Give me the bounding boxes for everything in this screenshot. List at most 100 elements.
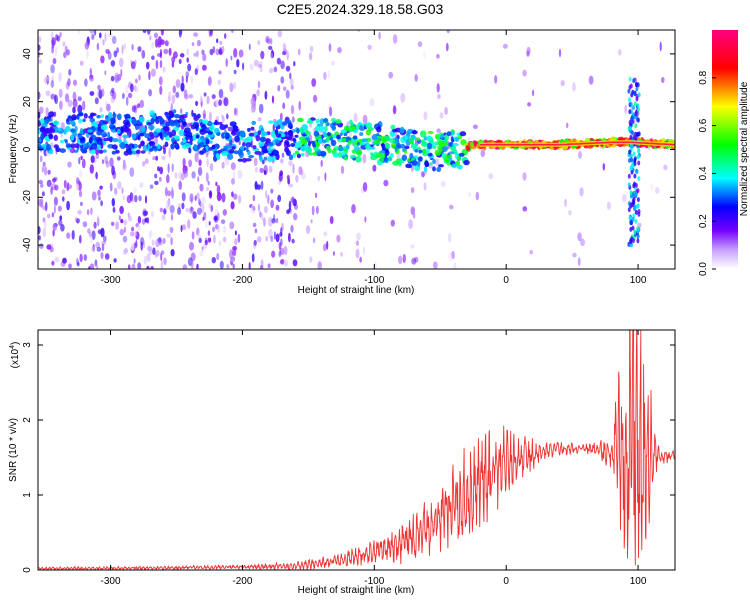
spectrogram-spike-cell: [633, 204, 637, 210]
spectrogram-ridge-cell: [131, 133, 137, 140]
spectrogram-cell: [111, 197, 116, 207]
spectrogram-cell: [288, 183, 294, 188]
spectrogram-ridge-cell: [459, 131, 467, 137]
spectrogram-spike-cell: [632, 105, 635, 111]
spectrogram-spike-cell: [631, 130, 635, 136]
spectrogram-cell: [194, 68, 198, 76]
spectrogram-cell: [258, 60, 263, 68]
spectrogram-cell: [494, 75, 498, 84]
spectrogram-cell: [101, 88, 105, 97]
spectrogram-spike-cell: [629, 134, 633, 140]
spectrogram-cell: [197, 166, 203, 176]
snr-x-tick-label: 100: [630, 576, 647, 587]
spectrogram-cell: [254, 228, 258, 234]
spectrogram-cell: [250, 107, 254, 114]
spectrogram-cell: [137, 262, 142, 269]
spectrogram-cell: [111, 91, 117, 100]
spectrogram-cell: [257, 40, 261, 45]
spectrogram-cell: [372, 164, 377, 172]
spectrogram-ridge-cell: [165, 121, 171, 127]
spectrogram-cell: [234, 230, 237, 236]
spectrogram-cell: [197, 176, 200, 183]
spectrogram-cell: [181, 224, 187, 231]
spectrogram-cell: [207, 180, 210, 186]
spectrogram-cell: [351, 204, 356, 214]
spectrogram-cell: [78, 157, 81, 165]
spectrogram-ridge-cell: [188, 147, 192, 154]
spectrogram-ridge-cell: [356, 141, 360, 146]
spectrogram-cell: [270, 199, 274, 209]
spectrogram-ridge-cell: [331, 126, 336, 130]
spectrogram-cell: [250, 204, 256, 215]
spectrogram-cell: [169, 226, 174, 234]
spectrogram-ridge-cell: [263, 156, 268, 161]
spectrogram-cell: [273, 66, 278, 73]
spectrogram-ridge-cell: [64, 140, 68, 144]
spectrogram-cell: [93, 154, 97, 164]
spectrogram-cell: [291, 238, 295, 244]
snr-x-tick-label: -300: [101, 576, 121, 587]
spectrogram-ridge-cell: [231, 129, 235, 135]
spectrogram-ridge-cell: [96, 130, 102, 136]
spectrogram-cell: [40, 183, 44, 189]
spectrogram-cell: [134, 194, 138, 203]
spectrogram-ridge-cell: [424, 160, 429, 168]
spectrogram-cell: [282, 43, 287, 51]
spectrogram-cell: [91, 245, 95, 253]
spectrogram-cell: [441, 181, 446, 188]
spectrogram-cell: [159, 207, 163, 213]
spectrogram-cell: [566, 122, 569, 129]
spectrogram-ridge-cell: [257, 130, 262, 136]
spectrogram-cell: [277, 85, 281, 92]
snr-y-ticks: 0 1 2 3: [22, 342, 675, 573]
spectrogram-ridge-cell: [139, 116, 145, 123]
spectrogram-cell: [150, 68, 156, 77]
spectrogram-cell: [146, 253, 151, 262]
spectrogram-ridge-cell: [194, 123, 199, 129]
spectrogram-cell: [269, 67, 274, 74]
spectrogram-cell: [60, 224, 65, 232]
spectrogram-ridge-cell: [149, 148, 154, 152]
snr-y-tick-label: 2: [22, 417, 33, 423]
colorbar-tick-label: 0.4: [698, 166, 709, 180]
spectrogram-ridge-cell: [463, 159, 470, 166]
spectrogram-cell: [179, 30, 183, 35]
spectrogram-cell: [105, 160, 110, 168]
spectrogram-ridge-cell: [140, 126, 146, 132]
snr-x-tick-label: -200: [232, 576, 252, 587]
spectrogram-spike-cell: [628, 76, 632, 82]
spectrogram-ridge-cell: [144, 133, 151, 139]
spectrogram-cell: [58, 88, 63, 98]
spectrogram-cell: [265, 190, 268, 199]
spectrogram-ridge-cell: [313, 130, 320, 137]
spectrogram-ridge-cell: [115, 149, 120, 154]
spectrogram-cell: [203, 113, 206, 119]
spectrogram-spike-cell: [636, 197, 640, 203]
spectrogram-cell: [119, 57, 124, 68]
spectrogram-cell: [224, 157, 230, 166]
spectrogram-ridge-cell: [385, 142, 389, 150]
spectrogram-cell: [96, 265, 99, 269]
spectrogram-cell: [211, 94, 216, 100]
snr-x-ticks: -300 -200 -100 0 100: [101, 330, 647, 587]
spectrogram-ridge-cell: [421, 139, 425, 144]
spectrogram-cell: [253, 239, 257, 246]
spectrogram-cell: [252, 222, 257, 228]
spectrogram-cell: [216, 192, 222, 202]
spectrogram-cell: [38, 91, 41, 100]
spectrogram-cell: [109, 157, 114, 168]
spectrogram-ridge-cell: [280, 124, 285, 130]
spectrogram-ridge-cell: [261, 131, 268, 137]
spectrogram-cell: [522, 172, 527, 181]
spectrogram-cell: [44, 77, 47, 84]
spectrogram-cell: [99, 107, 103, 113]
spectrogram-y-tick-label: 0: [22, 146, 33, 152]
spectrogram-cell: [181, 75, 184, 84]
spectrogram-cell: [314, 192, 318, 199]
spectrogram-cell: [190, 260, 194, 269]
spectrogram-ridge-cell: [345, 144, 350, 150]
spectrogram-cell: [282, 86, 287, 92]
snr-y-tick-label: 1: [22, 492, 33, 498]
spectrogram-spike-cell: [634, 135, 638, 141]
spectrogram-cell: [256, 89, 260, 97]
